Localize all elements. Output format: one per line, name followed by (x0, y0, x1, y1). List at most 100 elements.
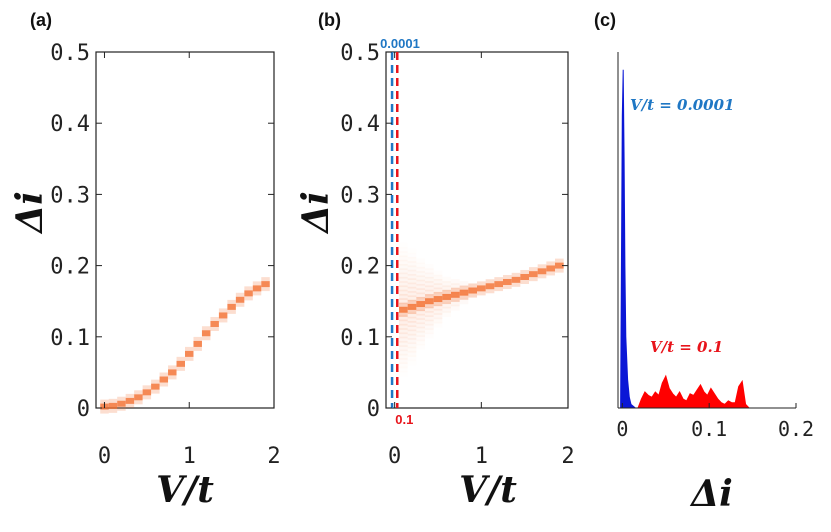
panel-b-cell-halo (459, 285, 469, 292)
panel-b-cell-halo (407, 338, 417, 345)
panel-b-cell-halo (416, 279, 425, 286)
panel-label-a: (a) (30, 10, 52, 30)
panel-a-cell-fade (218, 318, 228, 323)
panel-b-cell-halo (399, 340, 408, 347)
panel-a-cell (176, 360, 185, 367)
panel-b-cell-halo (399, 332, 408, 339)
panel-b-cell-halo (451, 283, 460, 290)
panel-b-cell-halo (399, 336, 408, 343)
panel-a-xlabel: V/t (156, 469, 214, 511)
panel-b-cell-fade (520, 279, 529, 284)
panel-b-cell-halo (442, 306, 451, 313)
panel-b-cell-fade (433, 302, 443, 307)
panel-b-cell (477, 285, 486, 292)
panel-b-cell-halo (399, 289, 408, 296)
panel-b-cell-halo (425, 293, 434, 300)
panel-a-cell (210, 320, 219, 327)
panel-a-cell (244, 290, 253, 297)
panel-c-xlabel: Δi (689, 473, 733, 515)
panel-b-cell-fade (511, 282, 521, 287)
panel-b-cell-halo (425, 315, 434, 322)
panel-b-cell-halo (407, 333, 417, 340)
panel-a-xtick-label: 2 (267, 444, 280, 469)
panel-b-cell-halo (425, 323, 434, 330)
panel-c-xtick-label: 0.1 (691, 417, 727, 441)
panel-b-cell-halo (416, 271, 425, 278)
panel-b-cell-fade (529, 267, 538, 272)
panel-b-cell-fade (468, 283, 477, 288)
panel-b-cell (433, 296, 443, 303)
panel-a-cell-fade (159, 372, 169, 377)
panel-b-ytick-label: 0.3 (340, 183, 380, 208)
panel-a-cell-fade (108, 408, 118, 413)
panel-b-cell-fade (537, 274, 547, 279)
panel-a-cell (134, 394, 143, 401)
panel-label-c: (c) (594, 10, 616, 30)
panel-b-cell-halo (416, 292, 425, 299)
panel-b-cell-halo (399, 293, 408, 300)
panel-b-vline-label: 0.0001 (380, 36, 420, 51)
panel-b-xtick-label: 0 (388, 444, 401, 469)
panel-a-cell (151, 383, 160, 390)
panel-b-cell-fade (416, 297, 425, 302)
panel-b-cell-halo (399, 328, 408, 335)
panel-a-cell (117, 400, 126, 407)
panel-b-cell-halo (425, 285, 434, 292)
panel-b-cell-fade (399, 312, 408, 317)
panel-b-cell-halo (399, 264, 408, 271)
panel-a-cell-fade (125, 403, 135, 408)
panel-b-cell-halo (433, 304, 443, 311)
panel-a-data (100, 277, 270, 414)
panel-b-cell-fade (451, 297, 460, 302)
panel-b-cell-halo (407, 316, 417, 323)
panel-b-vlines: 0.0001 0.1 (380, 36, 420, 427)
panel-a-cell (261, 281, 270, 288)
panel-b-cell-halo (408, 248, 417, 254)
panel-a-cell-fade (244, 286, 253, 291)
panel-b-cell-halo (399, 272, 408, 279)
panel-b-cell-halo (407, 320, 417, 327)
panel-b-ytick-label: 0.1 (340, 326, 380, 351)
panel-b-cell-fade (520, 269, 529, 274)
panel-a-cell (235, 296, 245, 303)
panel-c-series-blue (620, 69, 637, 409)
panel-b-frame (385, 51, 569, 409)
panel-b-data (399, 248, 564, 356)
panel-b-cell-halo (399, 345, 408, 352)
panel-b-cell (485, 283, 495, 290)
panel-a-ytick-label: 0.1 (50, 326, 90, 351)
panel-b-cell-fade (555, 258, 564, 263)
panel-b-cell-halo (459, 298, 469, 305)
panel-b-cell-halo (468, 291, 477, 298)
panel-b-cell-fade (459, 285, 469, 290)
panel-a-cell-fade (134, 390, 143, 395)
panel-b-cell-halo (416, 275, 425, 282)
panel-a-cell-fade (151, 379, 160, 384)
panel-b-cell-halo (425, 281, 434, 288)
panel-b-cell-halo (425, 272, 434, 279)
panel-c-annotations: V/t = 0.0001 V/t = 0.1 (630, 96, 734, 356)
panel-a-cell (185, 350, 194, 357)
panel-b-cell-halo (442, 277, 451, 283)
panel-a-cell-fade (210, 326, 219, 331)
panel-c-annotation: V/t = 0.0001 (630, 96, 734, 114)
panel-b-ylabel: Δi (295, 191, 337, 235)
panel-b-cell-halo (425, 306, 434, 313)
panel-a-cell (193, 340, 202, 347)
panel-b-cell-fade (494, 277, 503, 282)
panel-a-cell-fade (218, 308, 228, 313)
panel-b-cell-halo (425, 319, 434, 326)
panel-a-cell-fade (142, 385, 152, 390)
panel-a-cell-fade (261, 277, 270, 282)
panel-b-cell-halo (399, 349, 408, 356)
panel-b-cell (442, 293, 451, 300)
panel-b-cell-halo (407, 299, 417, 306)
panel-a-cell-fade (185, 356, 194, 361)
panel-b-cell (416, 301, 425, 308)
panel-a-ytick-label: 0.5 (50, 41, 90, 66)
panel-a-cell-fade (252, 291, 262, 296)
panel-b-cell-halo (407, 265, 417, 272)
panel-b-cell-halo (433, 287, 443, 294)
panel-b-cell-fade (416, 307, 425, 312)
